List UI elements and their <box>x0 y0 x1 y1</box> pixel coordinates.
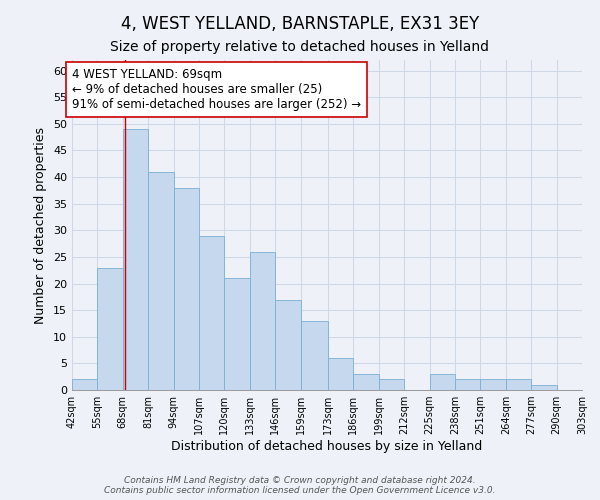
X-axis label: Distribution of detached houses by size in Yelland: Distribution of detached houses by size … <box>172 440 482 453</box>
Y-axis label: Number of detached properties: Number of detached properties <box>34 126 47 324</box>
Bar <box>353 374 379 390</box>
Bar <box>224 278 250 390</box>
Bar <box>250 252 275 390</box>
Bar <box>148 172 173 390</box>
Bar <box>379 380 404 390</box>
Bar <box>97 268 123 390</box>
Bar <box>301 321 328 390</box>
Bar <box>72 380 97 390</box>
Bar <box>199 236 224 390</box>
Text: 4, WEST YELLAND, BARNSTAPLE, EX31 3EY: 4, WEST YELLAND, BARNSTAPLE, EX31 3EY <box>121 15 479 33</box>
Bar <box>531 384 557 390</box>
Bar <box>275 300 301 390</box>
Text: 4 WEST YELLAND: 69sqm
← 9% of detached houses are smaller (25)
91% of semi-detac: 4 WEST YELLAND: 69sqm ← 9% of detached h… <box>72 68 361 111</box>
Text: Size of property relative to detached houses in Yelland: Size of property relative to detached ho… <box>110 40 490 54</box>
Bar <box>455 380 481 390</box>
Bar <box>173 188 199 390</box>
Bar <box>123 129 148 390</box>
Bar <box>328 358 353 390</box>
Text: Contains HM Land Registry data © Crown copyright and database right 2024.
Contai: Contains HM Land Registry data © Crown c… <box>104 476 496 495</box>
Bar <box>506 380 531 390</box>
Bar <box>481 380 506 390</box>
Bar <box>430 374 455 390</box>
